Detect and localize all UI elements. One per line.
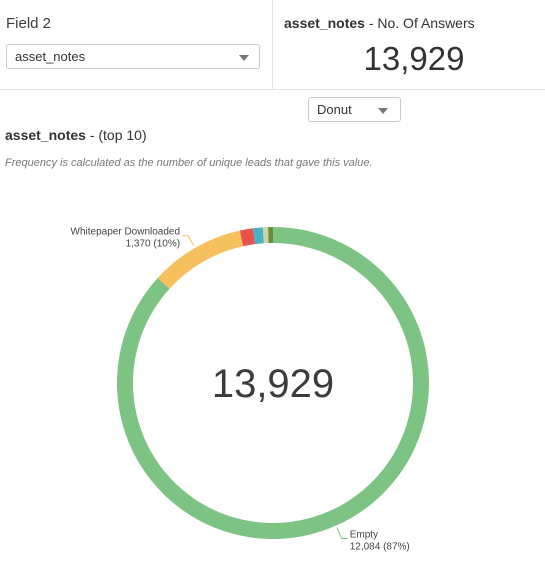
slice-label-empty: Empty bbox=[350, 529, 378, 540]
slice-value-whitepaper-downloaded: 1,370 (10%) bbox=[126, 239, 180, 250]
leader-line-empty bbox=[336, 527, 348, 539]
chart-type-value: Donut bbox=[317, 102, 352, 117]
chart-title: asset_notes - (top 10) bbox=[5, 127, 147, 143]
answers-field-name: asset_notes bbox=[284, 15, 365, 31]
donut-slice-other-5[interactable] bbox=[268, 227, 273, 244]
chevron-down-icon bbox=[239, 55, 249, 61]
leader-line-whitepaper-downloaded bbox=[182, 235, 195, 247]
field-select[interactable]: asset_notes bbox=[6, 44, 260, 69]
field-label: Field 2 bbox=[6, 15, 52, 32]
chevron-down-icon bbox=[378, 108, 388, 114]
answers-count: 13,929 bbox=[363, 40, 465, 77]
slice-label-whitepaper-downloaded: Whitepaper Downloaded bbox=[71, 227, 181, 238]
chart-title-suffix: - (top 10) bbox=[85, 127, 147, 143]
donut-center-total: 13,929 bbox=[212, 362, 334, 406]
donut-slice-other-3[interactable] bbox=[252, 227, 264, 245]
donut-slice-whitepaper-downloaded[interactable] bbox=[157, 230, 244, 289]
field-panel: Field 2 asset_notes bbox=[0, 0, 273, 90]
answers-title: asset_notes - No. Of Answers bbox=[284, 15, 475, 31]
chart-subtitle: Frequency is calculated as the number of… bbox=[5, 157, 373, 169]
answers-metric-label: - No. Of Answers bbox=[364, 15, 475, 31]
answers-panel: asset_notes - No. Of Answers 13,929 bbox=[273, 0, 545, 90]
donut-slice-other-4[interactable] bbox=[262, 227, 269, 244]
donut-slice-other-2[interactable] bbox=[239, 228, 256, 247]
slice-value-empty: 12,084 (87%) bbox=[350, 541, 410, 552]
field-select-value: asset_notes bbox=[15, 49, 86, 64]
chart-field-name: asset_notes bbox=[5, 127, 86, 143]
chart-type-select[interactable]: Donut bbox=[308, 97, 401, 122]
